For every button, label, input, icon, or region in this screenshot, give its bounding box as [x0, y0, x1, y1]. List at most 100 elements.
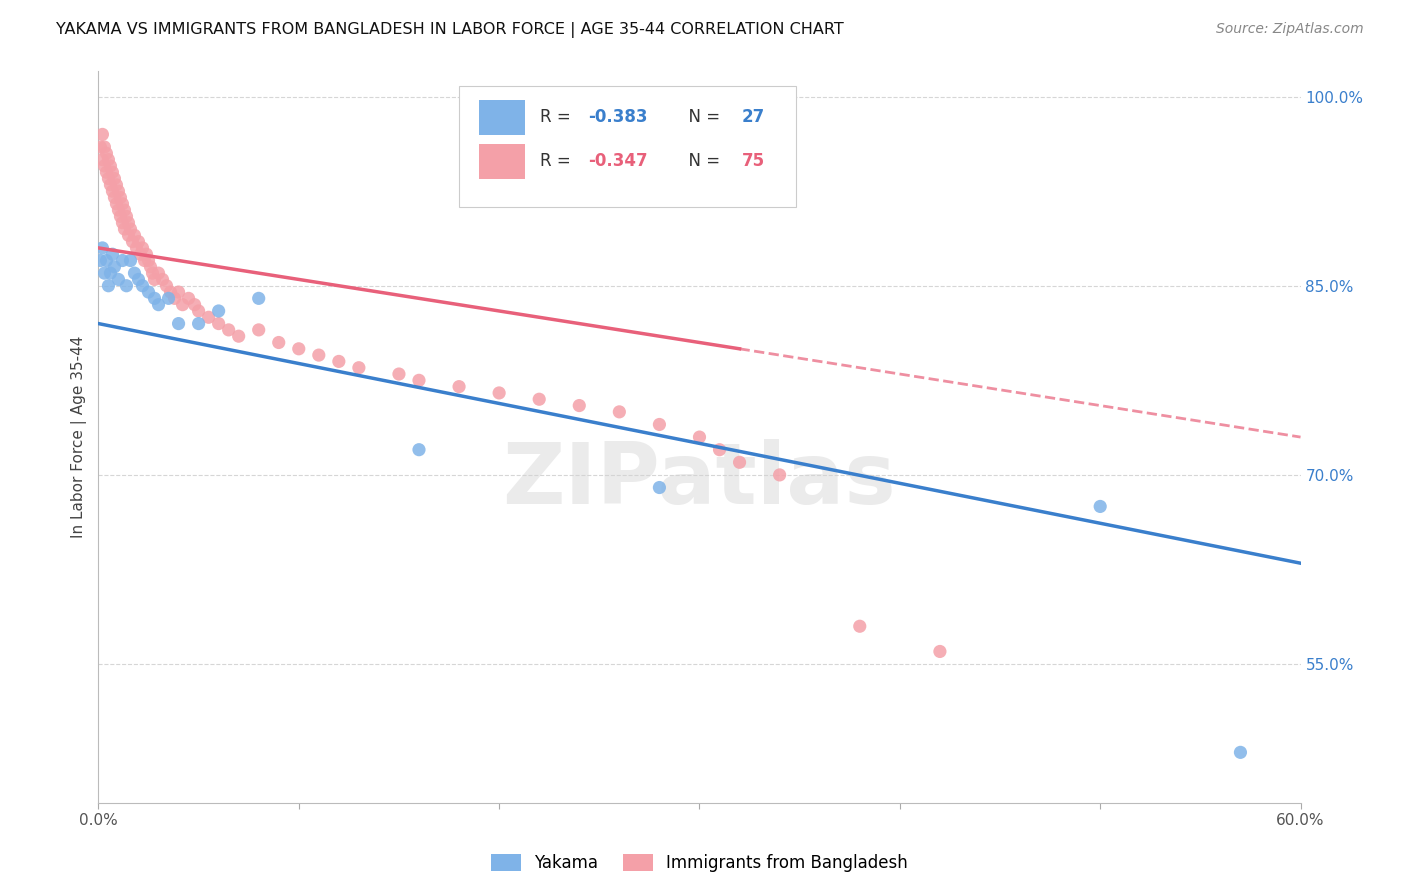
Point [609, 405, 631, 419]
Point [103, 190, 125, 204]
Point [111, 253, 134, 268]
Point [120, 253, 142, 268]
Point [197, 310, 219, 325]
Text: Source: ZipAtlas.com: Source: ZipAtlas.com [1216, 22, 1364, 37]
Point [97, 153, 120, 167]
Point [128, 272, 150, 286]
Point [267, 335, 290, 350]
Point [93, 266, 115, 280]
Point [91, 128, 114, 142]
Point [93, 140, 115, 154]
Point [91, 153, 114, 167]
Point [728, 455, 751, 469]
Point [89, 140, 111, 154]
Point [97, 278, 120, 293]
Point [117, 216, 139, 230]
Point [408, 442, 430, 457]
Point [187, 317, 209, 331]
Point [138, 253, 160, 268]
Point [148, 266, 170, 280]
Point [96, 146, 118, 161]
Text: R =: R = [540, 109, 575, 127]
Point [105, 196, 128, 211]
Point [138, 285, 160, 299]
Point [124, 228, 146, 243]
Point [128, 235, 150, 249]
Point [143, 272, 166, 286]
Point [152, 272, 174, 286]
Point [131, 241, 153, 255]
Point [135, 247, 157, 261]
Point [100, 178, 122, 192]
Point [568, 399, 591, 413]
Point [347, 360, 370, 375]
Point [124, 266, 146, 280]
Point [648, 481, 671, 495]
Point [141, 266, 163, 280]
Point [447, 379, 470, 393]
Point [96, 253, 118, 268]
Text: N =: N = [678, 153, 725, 170]
Point [247, 323, 270, 337]
Point [110, 210, 132, 224]
Point [648, 417, 671, 432]
Point [529, 392, 551, 407]
Point [101, 184, 124, 198]
Point [159, 285, 181, 299]
Point [129, 247, 152, 261]
Point [111, 216, 134, 230]
Text: N =: N = [678, 109, 725, 127]
Text: -0.383: -0.383 [588, 109, 647, 127]
Point [218, 323, 240, 337]
Point [208, 304, 231, 318]
Point [388, 367, 411, 381]
Point [163, 291, 186, 305]
Text: 75: 75 [741, 153, 765, 170]
Point [101, 247, 124, 261]
FancyBboxPatch shape [458, 86, 796, 207]
Point [96, 165, 118, 179]
Point [134, 253, 156, 268]
Point [143, 291, 166, 305]
Point [114, 203, 136, 218]
Point [139, 260, 162, 274]
Point [689, 430, 711, 444]
Point [148, 298, 170, 312]
Point [107, 203, 129, 218]
Point [115, 278, 138, 293]
Point [167, 317, 190, 331]
Point [114, 222, 136, 236]
Point [1088, 500, 1111, 514]
Text: -0.347: -0.347 [588, 153, 647, 170]
Point [187, 304, 209, 318]
Point [709, 442, 731, 457]
Y-axis label: In Labor Force | Age 35-44: In Labor Force | Age 35-44 [72, 336, 87, 538]
Text: YAKAMA VS IMMIGRANTS FROM BANGLADESH IN LABOR FORCE | AGE 35-44 CORRELATION CHAR: YAKAMA VS IMMIGRANTS FROM BANGLADESH IN … [56, 22, 844, 38]
Point [288, 342, 311, 356]
Point [929, 644, 952, 658]
Point [208, 317, 231, 331]
Point [111, 196, 134, 211]
Text: 27: 27 [741, 109, 765, 127]
Point [131, 278, 153, 293]
Text: ZIPatlas: ZIPatlas [502, 440, 897, 523]
Point [172, 298, 194, 312]
Bar [479, 100, 526, 135]
Bar [479, 144, 526, 179]
Point [308, 348, 330, 362]
Point [107, 272, 129, 286]
Text: R =: R = [540, 153, 575, 170]
Point [93, 159, 115, 173]
Point [115, 210, 138, 224]
Point [157, 291, 180, 305]
Point [100, 266, 122, 280]
Point [1229, 745, 1251, 759]
Point [167, 285, 190, 299]
Point [117, 228, 139, 243]
Point [183, 298, 205, 312]
Point [228, 329, 250, 343]
Point [408, 373, 430, 387]
Point [125, 241, 148, 255]
Point [105, 178, 128, 192]
Point [103, 260, 125, 274]
